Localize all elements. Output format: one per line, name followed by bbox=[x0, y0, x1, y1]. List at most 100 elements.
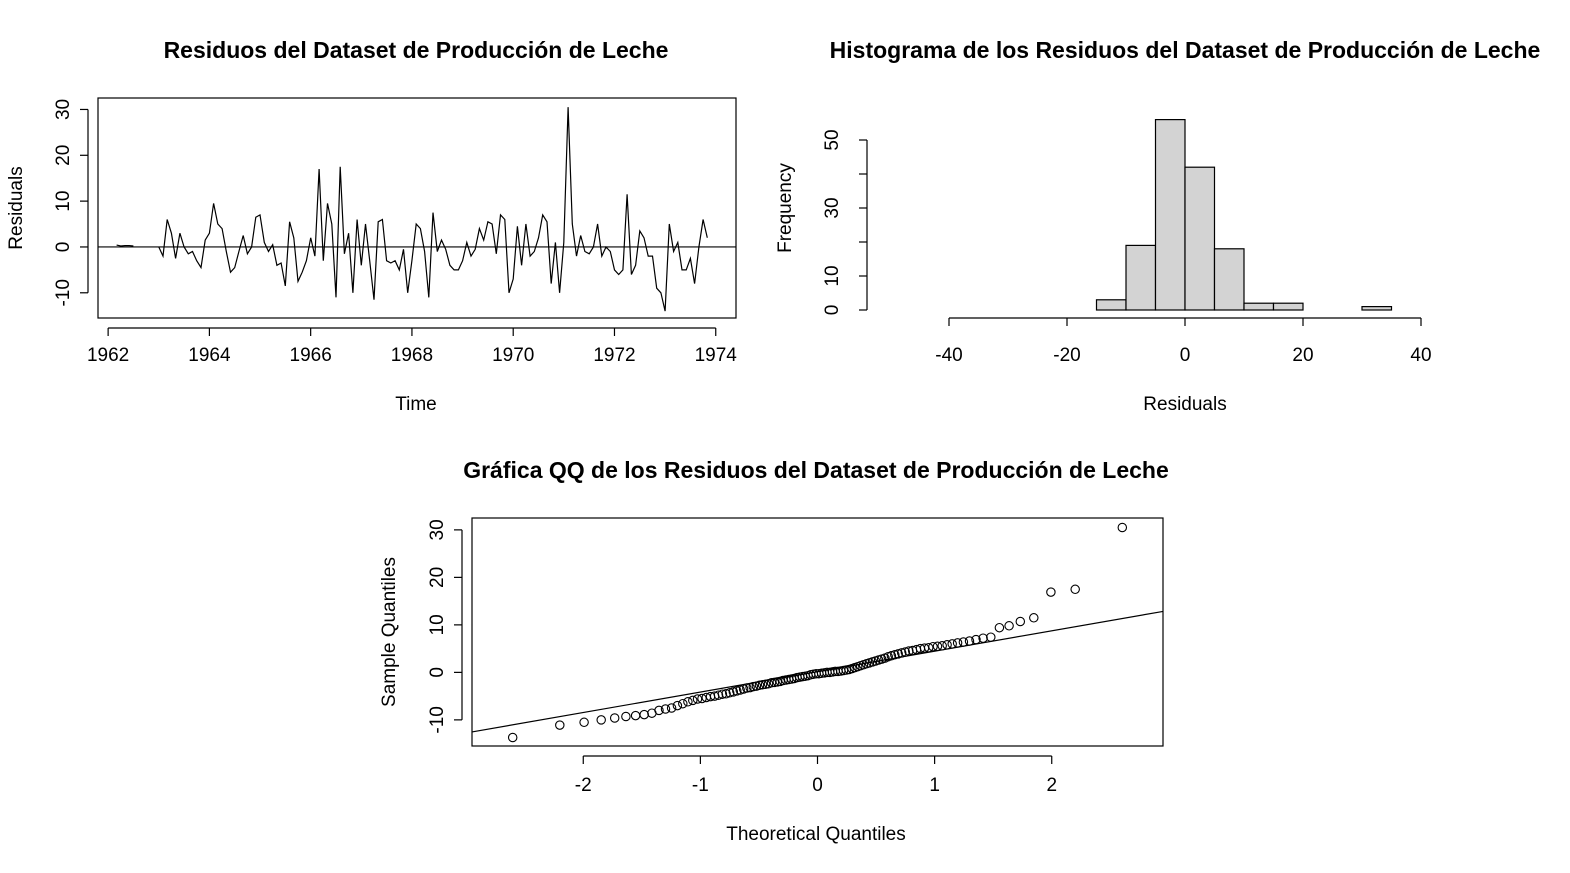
qq-point bbox=[639, 709, 649, 720]
qq-y-tick-label: -10 bbox=[427, 706, 448, 733]
qq-point bbox=[630, 710, 641, 721]
time-series-panel: Residuos del Dataset de Producción de Le… bbox=[6, 37, 737, 415]
hist-bar bbox=[1125, 244, 1157, 311]
ts-y-tick-label: 30 bbox=[53, 99, 74, 120]
qq-point bbox=[896, 648, 907, 658]
ts-y-tick-label: -10 bbox=[53, 279, 74, 306]
qq-point bbox=[958, 637, 969, 647]
hist-xlabel: Residuals bbox=[1143, 394, 1226, 415]
qq-point bbox=[748, 681, 759, 692]
qq-point bbox=[994, 622, 1005, 633]
qq-point bbox=[923, 642, 934, 653]
qq-point bbox=[683, 697, 693, 707]
qq-y-tick-label: 0 bbox=[427, 667, 448, 678]
ts-ylabel: Residuals bbox=[6, 166, 27, 249]
qq-point bbox=[1029, 613, 1039, 623]
qq-point bbox=[1117, 522, 1128, 533]
qq-point bbox=[621, 711, 631, 722]
qq-point bbox=[717, 689, 728, 699]
qq-point bbox=[947, 639, 957, 649]
hist-x-tick-label: -20 bbox=[1053, 345, 1080, 366]
hist-bar bbox=[1243, 302, 1275, 311]
qq-y-tick-label: 30 bbox=[427, 519, 448, 540]
qq-point bbox=[507, 732, 518, 743]
qq-point bbox=[654, 705, 664, 716]
qq-x-tick-label: -2 bbox=[575, 775, 592, 796]
qq-x-tick-label: 1 bbox=[929, 775, 940, 796]
hist-axes: -40 -20 0 20 40 0 10 30 50 bbox=[822, 129, 1432, 366]
qq-point bbox=[596, 715, 606, 725]
qq-point bbox=[666, 703, 677, 713]
qq-point bbox=[986, 632, 996, 642]
qq-point bbox=[609, 713, 620, 723]
hist-title: Histograma de los Residuos del Dataset d… bbox=[830, 37, 1541, 63]
hist-bars bbox=[1095, 118, 1393, 311]
hist-x-tick-label: 20 bbox=[1292, 345, 1313, 366]
hist-bar bbox=[1154, 118, 1186, 311]
hist-bar bbox=[1361, 306, 1393, 311]
qq-point bbox=[1070, 584, 1080, 595]
ts-y-tick-label: 0 bbox=[53, 242, 74, 253]
ts-series-line bbox=[116, 107, 708, 312]
qq-point bbox=[579, 717, 589, 728]
ts-x-tick-label: 1974 bbox=[695, 345, 738, 366]
qq-point bbox=[928, 641, 938, 652]
hist-bar bbox=[1095, 299, 1127, 311]
qq-point bbox=[713, 690, 724, 700]
qq-point bbox=[932, 641, 943, 652]
qq-point bbox=[672, 700, 683, 711]
qq-point bbox=[904, 646, 914, 656]
qq-point bbox=[688, 695, 698, 706]
ts-y-tick-label: 20 bbox=[53, 145, 74, 166]
hist-x-tick-label: 40 bbox=[1410, 345, 1431, 366]
hist-x-tick-label: 0 bbox=[1180, 345, 1191, 366]
qq-ylabel: Sample Quantiles bbox=[379, 557, 400, 707]
qq-point bbox=[978, 633, 988, 643]
ts-x-tick-label: 1966 bbox=[290, 345, 332, 366]
hist-bar bbox=[1213, 248, 1245, 311]
qq-point bbox=[724, 688, 735, 698]
hist-ylabel: Frequency bbox=[775, 163, 796, 253]
qq-point bbox=[900, 647, 911, 657]
qq-point bbox=[1004, 621, 1014, 631]
qq-point bbox=[757, 679, 768, 690]
qq-x-tick-label: 0 bbox=[812, 775, 823, 796]
qq-point bbox=[660, 704, 671, 714]
hist-bar bbox=[1184, 166, 1216, 311]
ts-xlabel: Time bbox=[395, 394, 437, 415]
qq-y-tick-label: 10 bbox=[427, 614, 448, 635]
ts-x-tick-label: 1962 bbox=[87, 345, 129, 366]
qq-point bbox=[754, 680, 765, 690]
qq-x-tick-label: -1 bbox=[692, 775, 709, 796]
qq-plot-box bbox=[471, 517, 1164, 747]
qq-point bbox=[937, 641, 947, 651]
hist-y-tick-label: 30 bbox=[822, 197, 843, 218]
qq-point bbox=[952, 638, 963, 648]
ts-x-tick-label: 1964 bbox=[188, 345, 231, 366]
ts-title: Residuos del Dataset de Producción de Le… bbox=[164, 37, 669, 63]
qq-panel: Gráfica QQ de los Residuos del Dataset d… bbox=[379, 457, 1169, 845]
ts-x-tick-label: 1968 bbox=[391, 345, 433, 366]
ts-x-tick-label: 1972 bbox=[593, 345, 635, 366]
hist-y-tick-label: 10 bbox=[822, 265, 843, 286]
qq-point bbox=[942, 640, 952, 650]
ts-plot-box bbox=[97, 97, 737, 319]
qq-xlabel: Theoretical Quantiles bbox=[726, 824, 906, 845]
qq-point bbox=[721, 689, 731, 699]
ts-axes: 1962 1964 1966 1968 1970 1972 1974 -10 0 10 20 30 bbox=[53, 99, 737, 366]
hist-y-tick-label: 50 bbox=[822, 129, 843, 150]
qq-y-tick-label: 20 bbox=[427, 567, 448, 588]
histogram-panel: Histograma de los Residuos del Dataset d… bbox=[775, 37, 1540, 415]
qq-point bbox=[971, 634, 981, 645]
hist-bar bbox=[1272, 302, 1304, 311]
hist-x-tick-label: -40 bbox=[935, 345, 962, 366]
qq-title: Gráfica QQ de los Residuos del Dataset d… bbox=[463, 457, 1169, 483]
qq-point bbox=[678, 698, 688, 709]
ts-x-tick-label: 1970 bbox=[492, 345, 534, 366]
qq-point bbox=[742, 683, 752, 693]
qq-point bbox=[964, 636, 975, 646]
qq-point bbox=[692, 694, 703, 704]
qq-x-tick-label: 2 bbox=[1046, 775, 1057, 796]
qq-point bbox=[1046, 587, 1056, 597]
